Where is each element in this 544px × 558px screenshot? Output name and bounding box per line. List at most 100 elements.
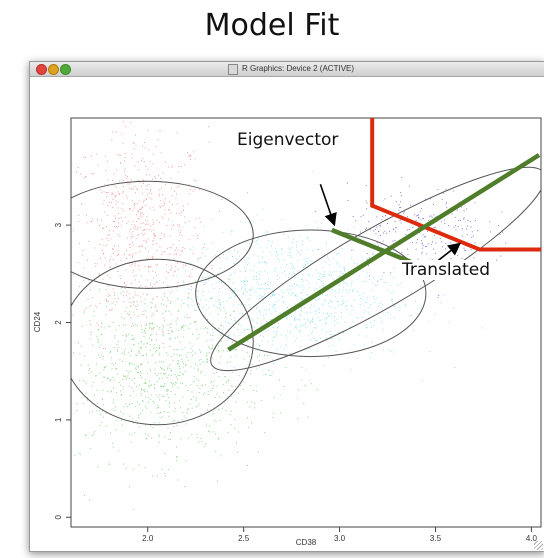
data-point — [153, 314, 154, 316]
data-point — [154, 235, 156, 237]
data-point — [176, 455, 178, 457]
data-point — [131, 335, 133, 336]
data-point — [271, 245, 272, 247]
data-point — [130, 237, 132, 239]
data-point — [176, 186, 178, 188]
data-point — [330, 275, 332, 277]
data-point — [219, 356, 221, 358]
data-point — [131, 188, 132, 190]
data-point — [122, 386, 124, 388]
zoom-window-button[interactable] — [60, 64, 71, 75]
data-point — [150, 265, 152, 267]
data-point — [163, 346, 165, 348]
data-point — [169, 432, 171, 433]
data-point — [300, 314, 302, 316]
data-point — [144, 265, 146, 267]
data-point — [149, 368, 151, 370]
data-point — [315, 269, 317, 271]
data-point — [243, 328, 245, 330]
data-point — [128, 187, 130, 189]
data-point — [205, 384, 207, 386]
minimize-window-button[interactable] — [48, 64, 59, 75]
data-point — [169, 333, 171, 335]
data-point — [282, 292, 284, 294]
data-point — [146, 241, 147, 243]
data-point — [183, 302, 185, 304]
data-point — [146, 189, 148, 190]
data-point — [138, 286, 140, 288]
data-point — [355, 220, 357, 222]
data-point — [171, 374, 173, 376]
data-point — [174, 190, 176, 192]
resize-grip[interactable] — [534, 541, 543, 550]
data-point — [197, 235, 199, 237]
data-point — [143, 213, 145, 215]
data-point — [261, 295, 263, 297]
data-point — [270, 296, 272, 297]
data-point — [286, 289, 288, 291]
data-point — [405, 305, 407, 307]
data-point — [401, 251, 403, 253]
data-point — [286, 264, 288, 265]
data-point — [307, 267, 308, 269]
data-point — [283, 386, 285, 387]
data-point — [243, 381, 245, 383]
data-point — [179, 341, 181, 343]
close-window-button[interactable] — [36, 64, 47, 75]
data-point — [262, 340, 264, 342]
data-point — [283, 301, 284, 303]
data-point — [131, 387, 133, 389]
data-point — [453, 244, 455, 245]
data-point — [352, 216, 354, 217]
data-point — [339, 289, 340, 290]
data-point — [281, 272, 283, 274]
data-point — [187, 297, 189, 299]
data-point — [445, 203, 447, 205]
data-point — [314, 210, 316, 212]
data-point — [355, 316, 357, 318]
data-point — [113, 292, 115, 294]
window-titlebar[interactable]: R Graphics: Device 2 (ACTIVE) — [30, 62, 544, 77]
data-point — [227, 277, 229, 279]
data-point — [130, 348, 132, 350]
data-point — [122, 388, 124, 390]
data-point — [274, 268, 276, 270]
data-point — [219, 304, 221, 305]
data-point — [285, 334, 287, 336]
data-point — [103, 327, 105, 329]
data-point — [175, 275, 177, 277]
data-point — [198, 257, 200, 259]
data-point — [297, 260, 299, 261]
data-point — [431, 216, 433, 218]
data-point — [315, 326, 317, 328]
data-point — [251, 364, 253, 365]
data-point — [215, 372, 217, 373]
data-point — [409, 315, 411, 317]
data-point — [81, 325, 83, 327]
data-point — [147, 266, 149, 268]
data-point — [229, 361, 231, 363]
data-point — [181, 166, 182, 167]
data-point — [152, 178, 153, 180]
data-point — [418, 216, 419, 218]
data-point — [179, 368, 181, 370]
data-point — [450, 258, 452, 260]
data-point — [194, 227, 196, 229]
data-point — [238, 242, 240, 244]
data-point — [183, 330, 185, 332]
data-point — [79, 353, 81, 355]
data-point — [124, 168, 126, 170]
data-point — [417, 226, 419, 228]
data-point — [145, 199, 147, 201]
data-point — [107, 293, 109, 295]
data-point — [118, 154, 120, 156]
data-point — [489, 221, 491, 223]
data-point — [325, 261, 327, 263]
data-point — [249, 329, 251, 331]
data-point — [330, 313, 332, 314]
data-point — [173, 410, 175, 412]
data-point — [394, 220, 396, 222]
data-point — [200, 359, 202, 360]
data-point — [175, 408, 176, 410]
data-point — [388, 349, 390, 351]
